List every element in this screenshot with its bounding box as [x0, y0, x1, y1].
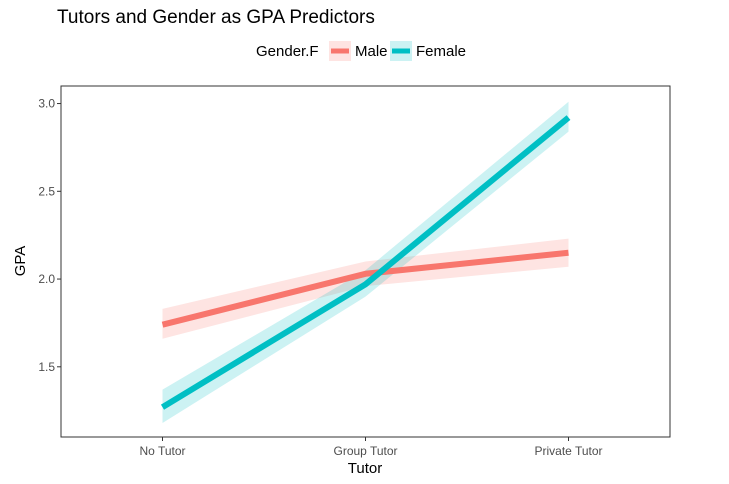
- series-lines: [160, 115, 571, 410]
- y-tick-label: 1.5: [38, 360, 55, 374]
- legend-title: Gender.F: [256, 43, 319, 60]
- y-axis-title: GPA: [12, 246, 29, 277]
- x-axis: No Tutor Group Tutor Private Tutor: [139, 437, 603, 458]
- legend-item-male: Male: [329, 41, 388, 61]
- x-tick-label: No Tutor: [139, 444, 185, 458]
- y-axis: 1.5 2.0 2.5 3.0: [38, 97, 61, 374]
- legend-item-female: Female: [390, 41, 466, 61]
- x-tick-label: Private Tutor: [534, 444, 602, 458]
- y-tick-label: 2.5: [38, 184, 55, 198]
- x-axis-title: Tutor: [348, 460, 382, 477]
- chart-title: Tutors and Gender as GPA Predictors: [57, 7, 375, 28]
- x-tick-label: Group Tutor: [333, 444, 397, 458]
- legend: Gender.F Male Female: [256, 41, 466, 61]
- legend-label-male: Male: [355, 43, 388, 60]
- y-tick-label: 2.0: [38, 272, 55, 286]
- y-tick-label: 3.0: [38, 97, 55, 111]
- legend-label-female: Female: [416, 43, 466, 60]
- confidence-bands: [162, 101, 569, 423]
